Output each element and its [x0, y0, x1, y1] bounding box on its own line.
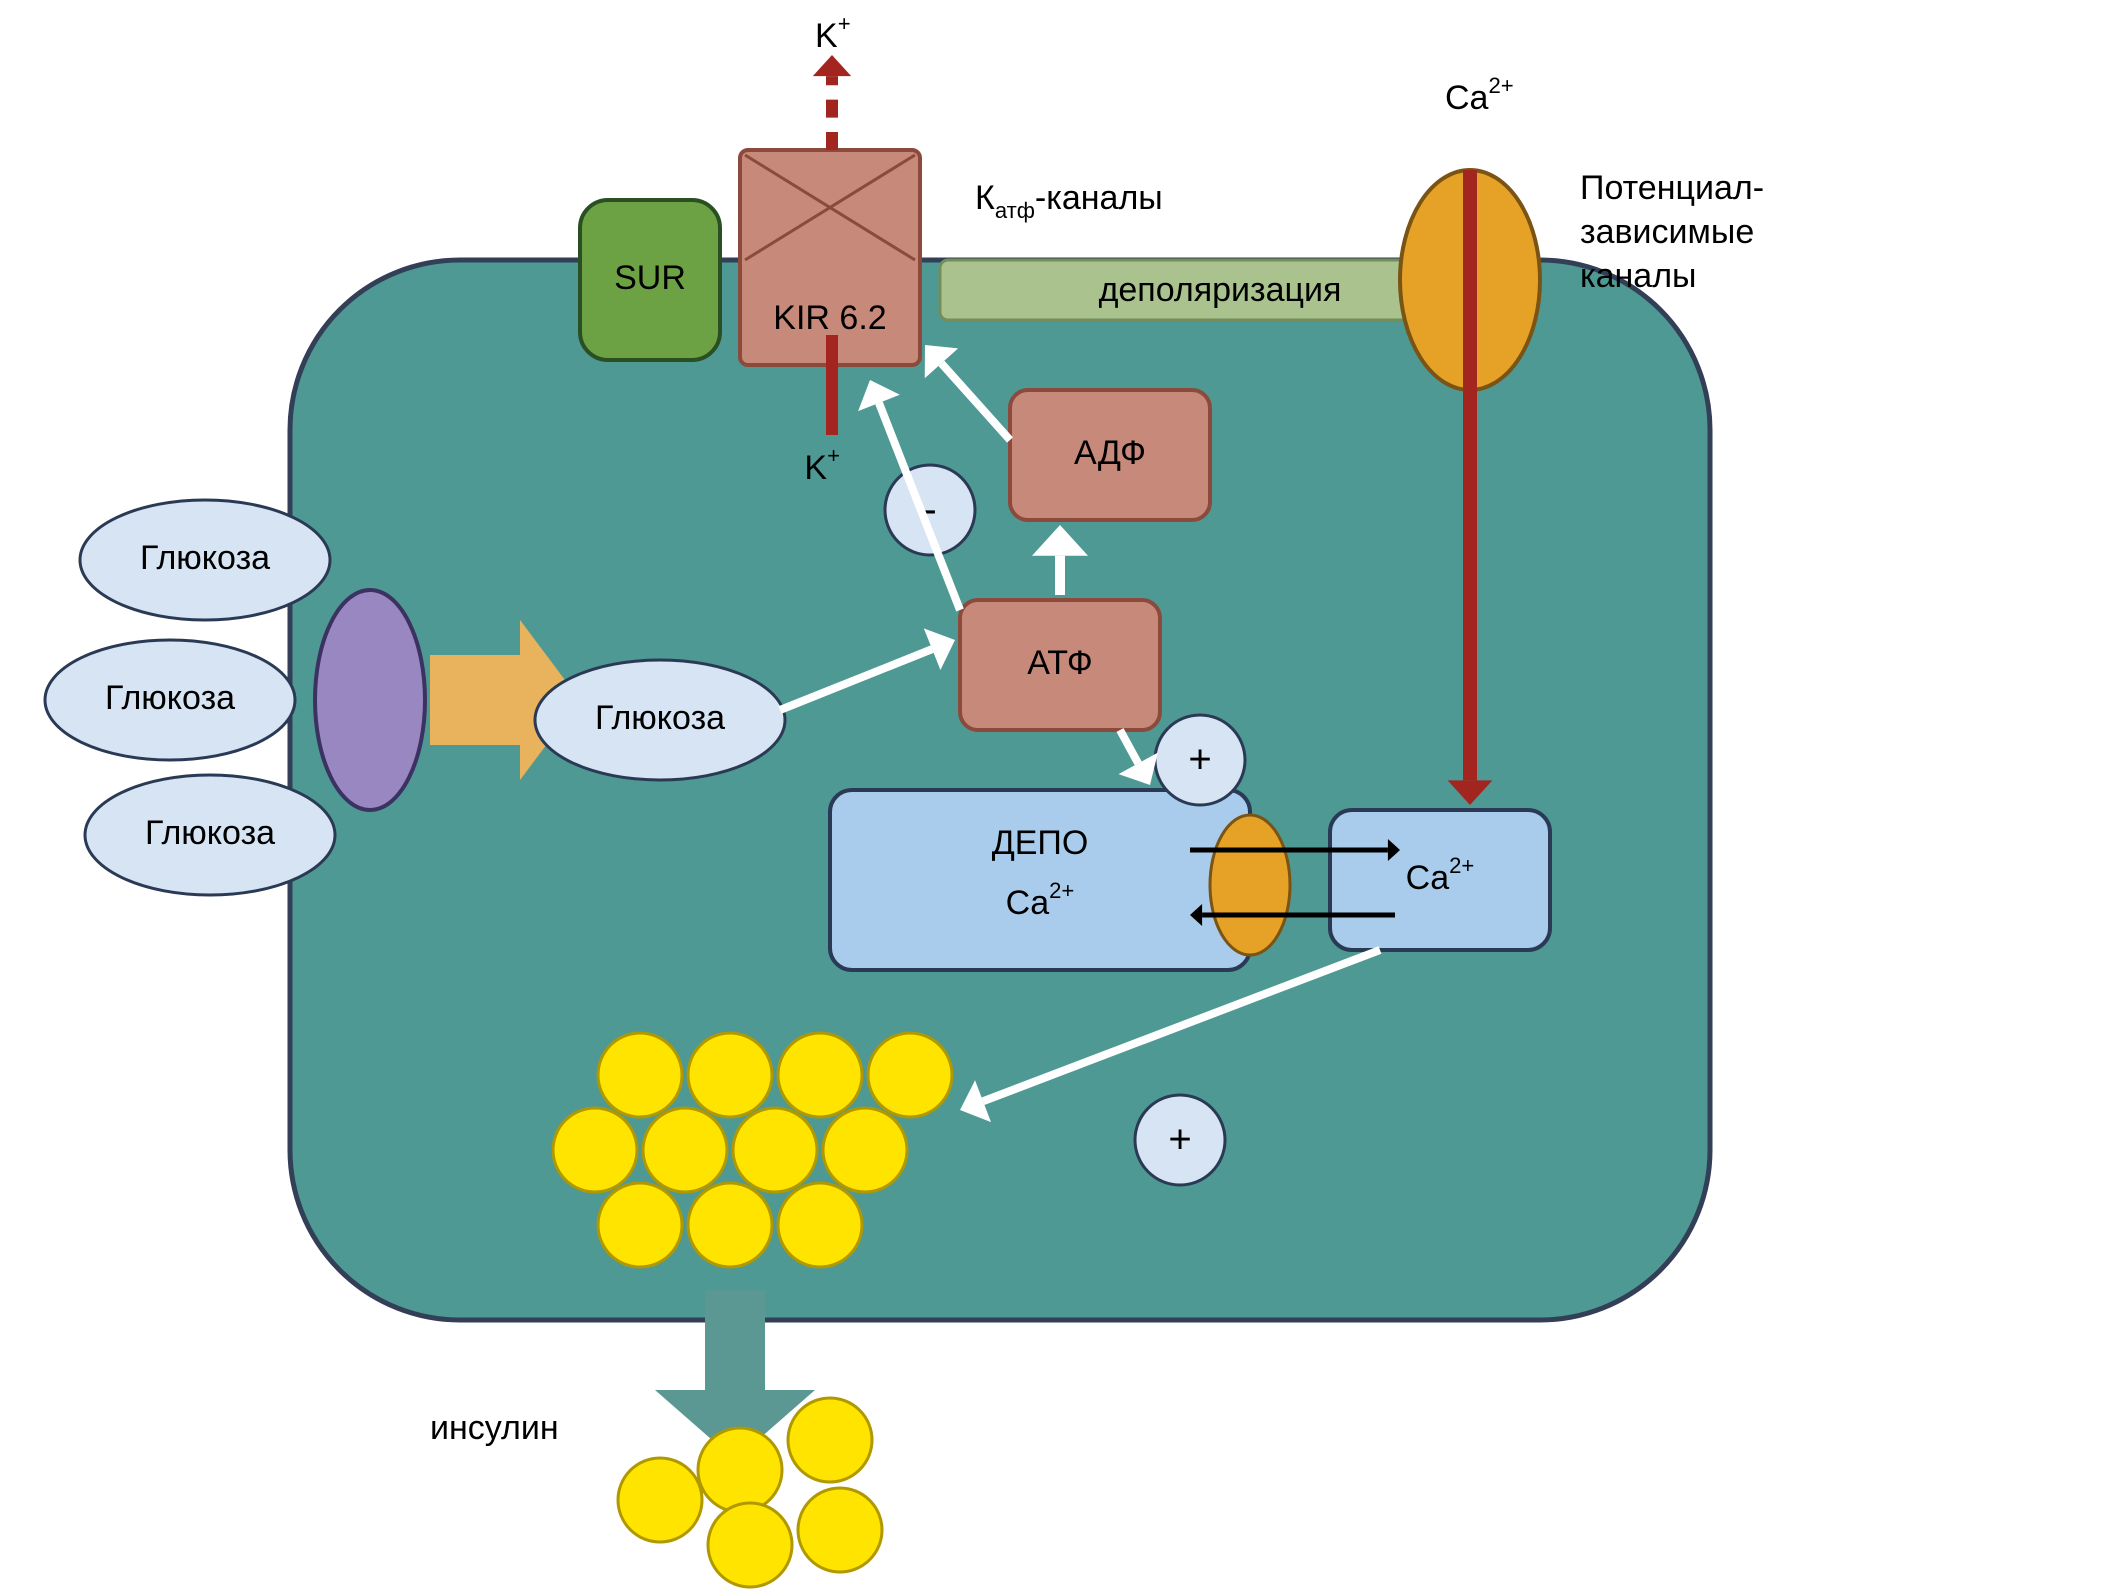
plus-sign-2-label: +	[1168, 1118, 1191, 1162]
vesicle-in-8	[598, 1183, 682, 1267]
vesicle-in-4	[553, 1108, 637, 1192]
vesicle-out-2	[618, 1458, 702, 1542]
vesicle-out-0	[788, 1398, 872, 1482]
kir-label: KIR 6.2	[773, 299, 886, 337]
vesicle-in-5	[643, 1108, 727, 1192]
katp-channels-label: Катф-каналы	[975, 179, 1163, 223]
vesicle-out-1	[698, 1428, 782, 1512]
vesicle-in-3	[868, 1033, 952, 1117]
glucose-transporter	[315, 590, 425, 810]
glucose-in-label: Глюкоза	[595, 699, 725, 737]
depo-channel	[1210, 815, 1290, 955]
depolarization-label: деполяризация	[1099, 271, 1342, 309]
glucose-out-label-0: Глюкоза	[140, 539, 270, 577]
voltage-label-1: Потенциал-	[1580, 169, 1764, 207]
adp-label: АДФ	[1074, 434, 1146, 472]
vesicle-out-4	[798, 1488, 882, 1572]
plus-sign-1-label: +	[1188, 738, 1211, 782]
vesicle-in-0	[598, 1033, 682, 1117]
sur-label: SUR	[614, 259, 686, 297]
atp-label: АТФ	[1027, 644, 1093, 682]
vesicle-in-10	[778, 1183, 862, 1267]
vesicle-in-2	[778, 1033, 862, 1117]
glucose-out-label-1: Глюкоза	[105, 679, 235, 717]
voltage-label-3: каналы	[1580, 257, 1697, 295]
diagram-stage: Глюкоза Глюкоза Глюкоза Глюкоза SUR KIR 6.2 де…	[0, 0, 2128, 1589]
vesicle-out-3	[708, 1503, 792, 1587]
vesicle-in-7	[823, 1108, 907, 1192]
vesicle-in-1	[688, 1033, 772, 1117]
depo-label-1: ДЕПО	[992, 824, 1089, 862]
diagram-svg: Глюкоза Глюкоза Глюкоза Глюкоза SUR KIR 6.2 де…	[0, 0, 2128, 1589]
insulin-label: инсулин	[430, 1409, 559, 1447]
ca-depot	[830, 790, 1250, 970]
vesicle-in-6	[733, 1108, 817, 1192]
vesicle-in-9	[688, 1183, 772, 1267]
voltage-label-2: зависимые	[1580, 213, 1754, 251]
ca-top-label: Ca2+	[1445, 73, 1514, 117]
k-top-label: K+	[815, 11, 851, 55]
glucose-out-label-2: Глюкоза	[145, 814, 275, 852]
